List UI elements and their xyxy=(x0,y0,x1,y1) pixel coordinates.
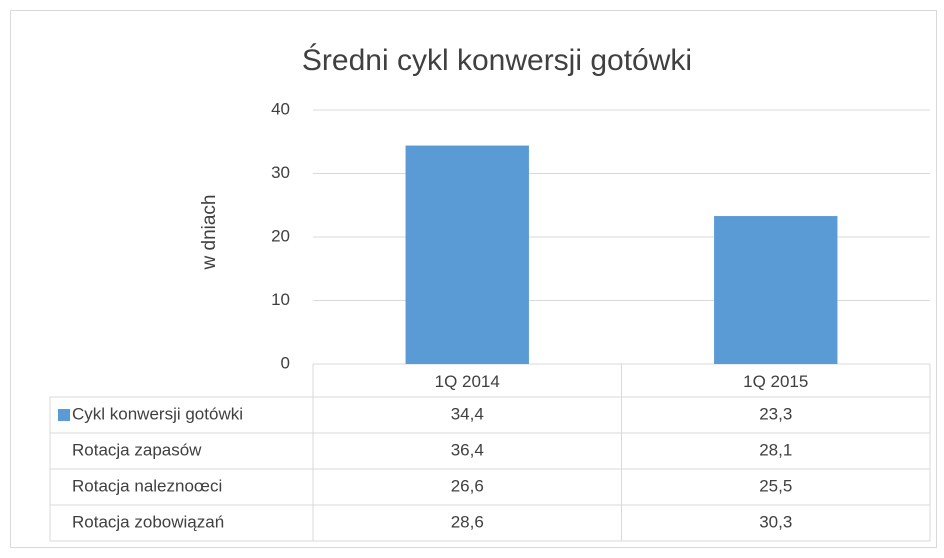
y-tick-label: 20 xyxy=(271,226,290,245)
legend-label: Rotacja zapasów xyxy=(72,440,202,459)
table-value: 28,1 xyxy=(759,440,792,459)
y-tick-label: 0 xyxy=(281,353,290,372)
table-value: 34,4 xyxy=(451,404,484,423)
legend-label: Rotacja naleznoœci xyxy=(72,476,222,495)
legend-key xyxy=(58,409,70,421)
x-tick-label: 1Q 2015 xyxy=(743,372,808,391)
bar xyxy=(714,216,838,364)
y-tick-label: 10 xyxy=(271,290,290,309)
x-tick-label: 1Q 2014 xyxy=(435,372,500,391)
table-value: 23,3 xyxy=(759,404,792,423)
table-value: 28,6 xyxy=(451,512,484,531)
bar xyxy=(405,145,529,364)
table-value: 30,3 xyxy=(759,512,792,531)
y-tick-label: 30 xyxy=(271,163,290,182)
y-axis-label: w dniach xyxy=(199,195,220,271)
legend-label: Rotacja zobowiązań xyxy=(72,512,224,531)
table-value: 36,4 xyxy=(451,440,484,459)
table-value: 25,5 xyxy=(759,476,792,495)
table-value: 26,6 xyxy=(451,476,484,495)
chart-title: Średni cykl konwersji gotówki xyxy=(302,43,692,77)
legend-label: Cykl konwersji gotówki xyxy=(72,404,243,423)
y-tick-label: 40 xyxy=(271,99,290,118)
